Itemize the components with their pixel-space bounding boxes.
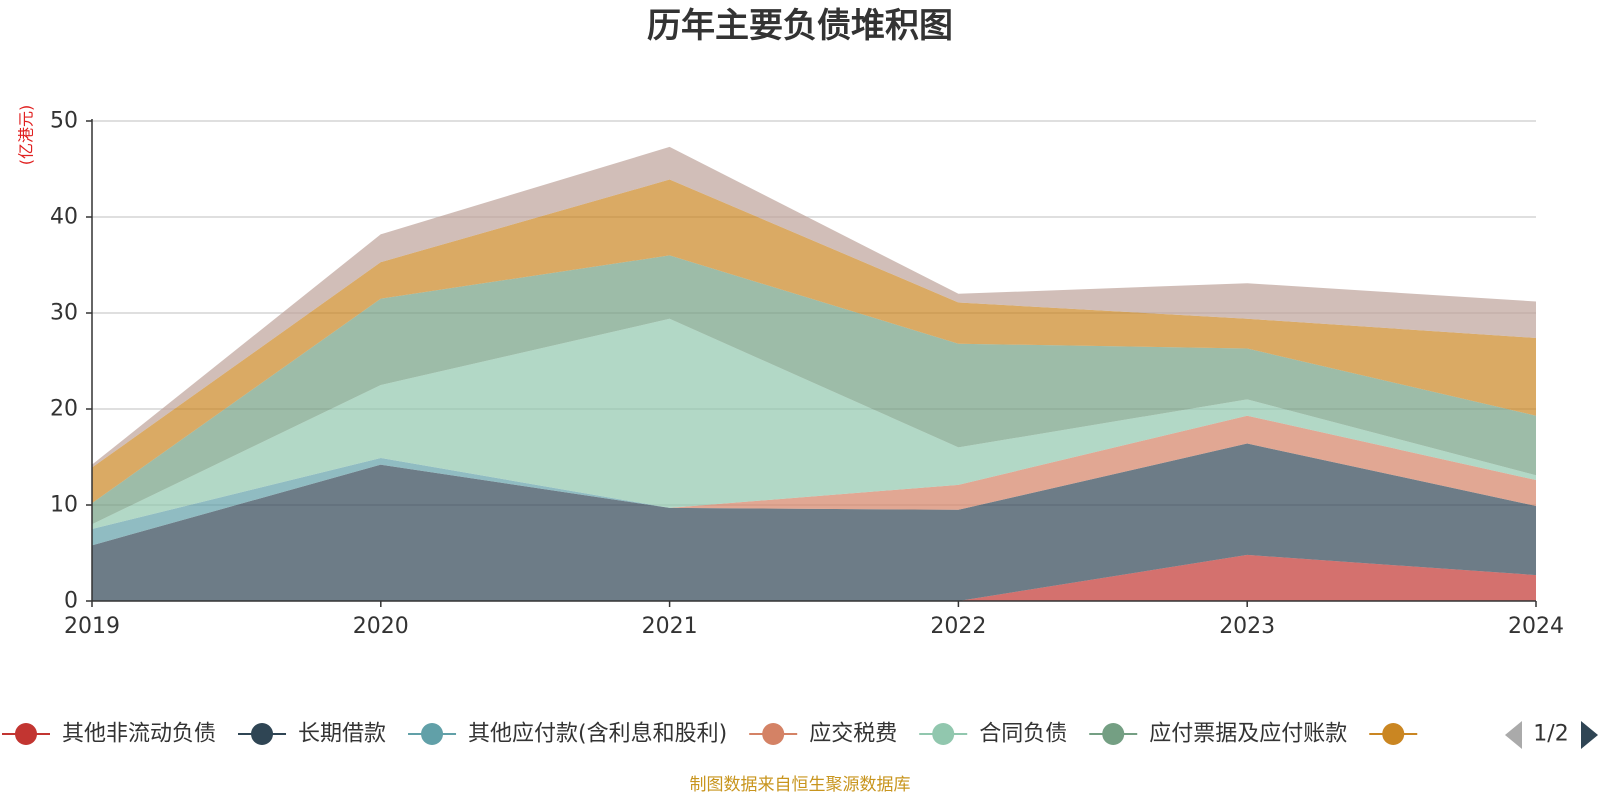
legend-marker-icon xyxy=(15,723,37,745)
legend-prev-page-icon[interactable] xyxy=(1505,721,1522,749)
legend-item-3[interactable]: 其他应付款(含利息和股利) xyxy=(408,722,727,747)
axes: 0 10 20 30 40 50 2019 2020 2021 2022 2023 2024 xyxy=(50,109,1564,640)
x-tick-label: 2023 xyxy=(1219,614,1275,639)
legend-label: 长期借款 xyxy=(298,722,386,747)
x-tick-label: 2020 xyxy=(353,614,409,639)
legend-marker-icon xyxy=(251,723,274,745)
legend-item-4[interactable]: 应交税费 xyxy=(749,722,897,747)
legend-item-7[interactable] xyxy=(1369,723,1418,745)
area-series-1 xyxy=(92,554,1536,601)
y-tick-label: 30 xyxy=(50,301,78,326)
x-tick-label: 2024 xyxy=(1508,614,1564,639)
area-series-2 xyxy=(92,443,1536,601)
legend-next-page-icon[interactable] xyxy=(1581,721,1598,749)
area-series-7 xyxy=(92,179,1536,504)
legend-label: 其他应付款(含利息和股利) xyxy=(468,722,727,747)
legend-marker-icon xyxy=(932,723,955,745)
area-series-4 xyxy=(92,415,1536,529)
area-series-6 xyxy=(92,255,1536,525)
x-tick-label: 2021 xyxy=(642,614,698,639)
legend-label: 其他非流动负债 xyxy=(62,722,216,747)
legend-label: 应付票据及应付账款 xyxy=(1149,722,1347,747)
legend-marker-icon xyxy=(421,723,444,745)
legend-marker-icon xyxy=(762,723,785,745)
legend-item-5[interactable]: 合同负债 xyxy=(919,722,1067,747)
data-source-note: 制图数据来自恒生聚源数据库 xyxy=(690,775,911,795)
legend-item-1[interactable]: 其他非流动负债 xyxy=(2,722,216,747)
chart-title: 历年主要负债堆积图 xyxy=(647,6,953,46)
area-series-5 xyxy=(92,318,1536,529)
legend-item-6[interactable]: 应付票据及应付账款 xyxy=(1089,722,1347,747)
legend-item-2[interactable]: 长期借款 xyxy=(238,722,386,747)
legend-label: 应交税费 xyxy=(809,722,897,747)
x-tick-label: 2019 xyxy=(64,614,120,639)
legend: 其他非流动负债 长期借款 其他应付款(含利息和股利) 应交税费 合同负债 应付票据及应付账… xyxy=(2,721,1598,749)
y-tick-label: 50 xyxy=(50,109,78,134)
y-tick-label: 10 xyxy=(50,493,78,518)
area-series-8 xyxy=(92,146,1536,468)
legend-marker-icon xyxy=(1102,723,1125,745)
y-axis-unit-label: (亿港元) xyxy=(17,105,36,166)
y-tick-label: 0 xyxy=(64,589,78,614)
area-series xyxy=(92,146,1536,601)
legend-marker-icon xyxy=(1382,723,1405,745)
y-tick-label: 20 xyxy=(50,397,78,422)
x-tick-label: 2022 xyxy=(930,614,986,639)
legend-label: 合同负债 xyxy=(979,722,1067,747)
legend-page-indicator: 1/2 xyxy=(1533,722,1568,747)
y-tick-label: 40 xyxy=(50,205,78,230)
